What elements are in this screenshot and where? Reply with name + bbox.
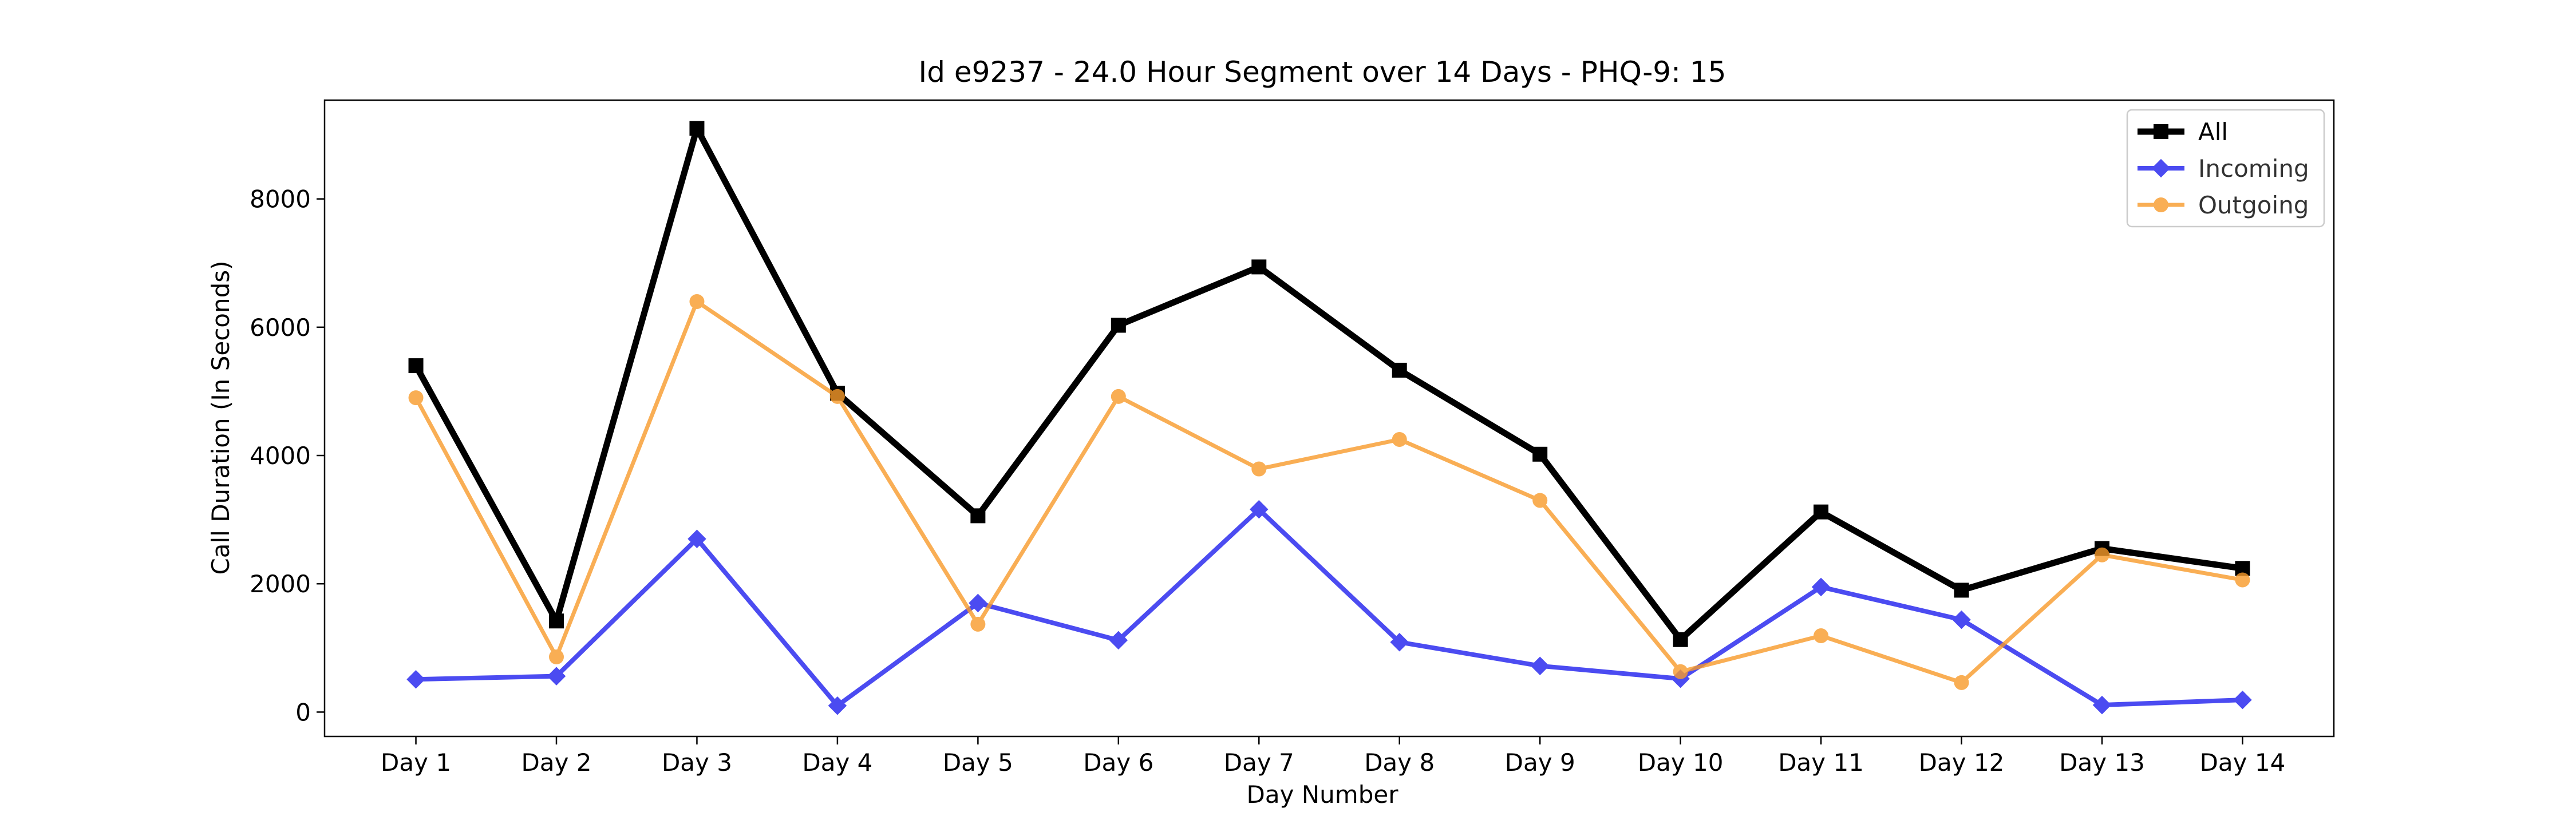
- plot-frame: [323, 99, 2335, 738]
- data-point-square: [1814, 504, 1829, 520]
- data-point-diamond: [547, 667, 566, 686]
- x-tick-label: Day 5: [943, 748, 1013, 777]
- x-tick-label: Day 1: [381, 748, 451, 777]
- data-point-diamond: [1390, 632, 1409, 652]
- data-point-square: [549, 613, 564, 629]
- x-tick-label: Day 10: [1638, 748, 1724, 777]
- data-point-diamond: [1811, 577, 1831, 597]
- legend-frame: [2126, 109, 2325, 228]
- series-incoming: [406, 500, 2252, 715]
- x-axis-label: Day Number: [1246, 781, 1398, 809]
- legend-label: Incoming: [2198, 154, 2309, 183]
- data-point-circle: [1673, 664, 1688, 679]
- legend-label: All: [2198, 118, 2228, 146]
- series-all: [408, 121, 2250, 647]
- data-point-circle: [829, 389, 845, 404]
- data-point-circle: [2154, 197, 2168, 212]
- data-point-square: [1392, 362, 1407, 378]
- x-tick-label: Day 12: [1919, 748, 2005, 777]
- data-point-circle: [1814, 628, 1829, 644]
- data-point-circle: [549, 649, 564, 664]
- data-point-square: [1251, 259, 1267, 275]
- legend-label: Outgoing: [2198, 191, 2309, 219]
- data-point-circle: [970, 616, 986, 632]
- y-tick-label: 6000: [250, 314, 311, 342]
- x-tick-label: Day 8: [1364, 748, 1435, 777]
- data-point-diamond: [688, 529, 706, 548]
- data-point-circle: [1251, 461, 1267, 477]
- data-point-circle: [2235, 572, 2250, 588]
- y-tick-label: 0: [295, 698, 311, 726]
- legend: All Incoming Outgoing: [2126, 109, 2325, 228]
- data-point-square: [1111, 318, 1126, 333]
- x-tick-label: Day 14: [2200, 748, 2286, 777]
- series-outgoing: [408, 294, 2250, 690]
- x-tick-label: Day 6: [1083, 748, 1153, 777]
- data-point-diamond: [2151, 159, 2171, 178]
- plot-area: [323, 99, 2335, 738]
- legend-item-outgoing: Outgoing: [2138, 191, 2309, 219]
- data-point-diamond: [969, 593, 987, 613]
- data-point-diamond: [1109, 631, 1128, 650]
- data-point-square: [408, 358, 424, 374]
- y-tick-label: 4000: [250, 442, 311, 470]
- data-point-circle: [1111, 389, 1126, 404]
- data-point-diamond: [1530, 656, 1550, 675]
- series-line: [413, 125, 2243, 643]
- data-point-square: [1673, 632, 1688, 647]
- y-tick-label: 2000: [250, 570, 311, 598]
- x-tick-label: Day 3: [662, 748, 732, 777]
- data-point-diamond: [1952, 610, 1971, 629]
- x-tick-label: Day 2: [521, 748, 591, 777]
- chart-title: Id e9237 - 24.0 Hour Segment over 14 Day…: [919, 56, 1726, 89]
- y-axis: 0 2000 4000 6000 8000: [250, 185, 325, 726]
- data-point-circle: [1532, 493, 1548, 508]
- data-point-square: [970, 508, 986, 524]
- y-tick-label: 8000: [250, 185, 311, 213]
- data-point-diamond: [2233, 690, 2252, 710]
- x-tick-label: Day 11: [1778, 748, 1864, 777]
- data-point-square: [689, 121, 705, 136]
- series-line: [416, 507, 2243, 708]
- y-axis-label: Call Duration (In Seconds): [207, 260, 235, 575]
- series-line: [414, 299, 2243, 685]
- data-point-diamond: [1250, 500, 1269, 519]
- data-point-circle: [408, 390, 424, 406]
- data-point-circle: [1954, 675, 1969, 690]
- data-point-circle: [689, 294, 705, 309]
- x-tick-label: Day 4: [802, 748, 872, 777]
- x-tick-label: Day 9: [1505, 748, 1575, 777]
- data-point-square: [1532, 446, 1548, 462]
- legend-item-incoming: Incoming: [2138, 154, 2309, 183]
- series-layer: [406, 121, 2252, 715]
- data-point-circle: [1392, 431, 1407, 447]
- data-point-diamond: [2092, 695, 2112, 715]
- data-point-square: [2154, 124, 2168, 139]
- data-point-square: [1954, 583, 1969, 598]
- x-axis: Day 1 Day 2 Day 3 Day 4 Day 5 Day 6 Day 7 Day 8…: [381, 736, 2285, 777]
- data-point-diamond: [406, 670, 425, 689]
- x-tick-label: Day 13: [2059, 748, 2145, 777]
- data-point-circle: [2095, 547, 2109, 562]
- x-tick-label: Day 7: [1224, 748, 1294, 777]
- legend-item-all: All: [2138, 118, 2228, 146]
- data-point-diamond: [828, 696, 847, 715]
